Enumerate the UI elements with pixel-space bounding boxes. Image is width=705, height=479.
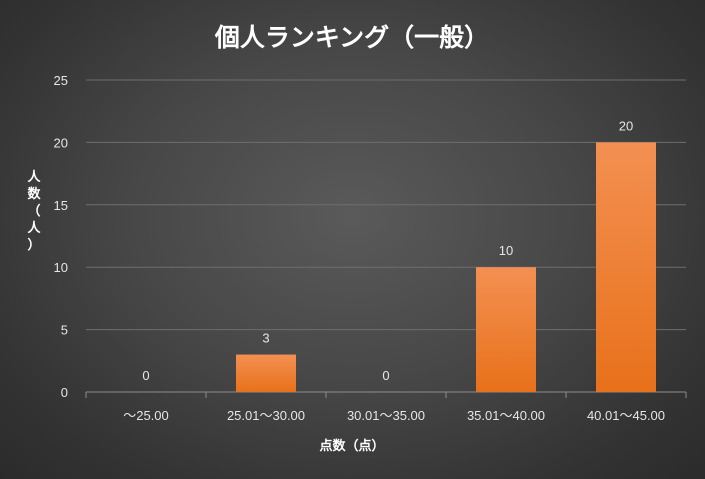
y-axis-title: 人数（人） bbox=[27, 169, 41, 253]
x-tick-label: 30.01～35.00 bbox=[347, 408, 425, 423]
x-axis-ticks: ～25.00 25.01～30.00 30.01～35.00 35.01～40.00 4… bbox=[123, 408, 665, 423]
y-tick-label: 10 bbox=[54, 260, 68, 275]
y-axis-ticks: 0 5 10 15 20 25 bbox=[54, 73, 68, 400]
bar bbox=[236, 354, 296, 392]
data-label: 20 bbox=[619, 118, 633, 133]
data-label: 0 bbox=[142, 368, 149, 383]
x-tick-label: 25.01～30.00 bbox=[227, 408, 305, 423]
bar bbox=[596, 142, 656, 392]
x-tick-label: 40.01～45.00 bbox=[587, 408, 665, 423]
y-axis-title-text: 人数（人） bbox=[27, 169, 41, 253]
data-label: 10 bbox=[499, 243, 513, 258]
y-tick-label: 15 bbox=[54, 198, 68, 213]
data-label: 3 bbox=[262, 331, 269, 346]
x-axis-title: 点数（点） bbox=[319, 438, 384, 454]
y-tick-label: 0 bbox=[61, 385, 68, 400]
y-tick-label: 5 bbox=[61, 323, 68, 338]
x-tick-label: 35.01～40.00 bbox=[467, 408, 545, 423]
y-tick-label: 25 bbox=[54, 73, 68, 88]
bars bbox=[236, 142, 656, 392]
data-label: 0 bbox=[382, 368, 389, 383]
y-tick-label: 20 bbox=[54, 135, 68, 150]
chart-title: 個人ランキング（一般） bbox=[214, 23, 489, 52]
gridlines bbox=[85, 79, 687, 398]
bar bbox=[476, 267, 536, 392]
x-tick-label: ～25.00 bbox=[123, 408, 169, 423]
data-labels: 0 3 0 10 20 bbox=[142, 118, 633, 383]
